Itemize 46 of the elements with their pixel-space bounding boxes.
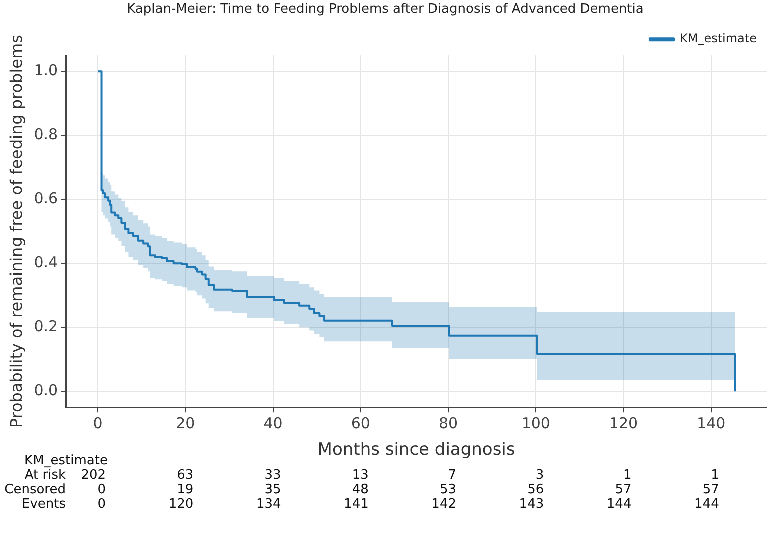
text: 144 <box>606 496 632 512</box>
x-tick-label: 100 <box>522 414 550 432</box>
text: 53 <box>440 482 457 498</box>
x-tick-label: 80 <box>438 414 458 432</box>
text: Censored <box>4 482 66 498</box>
text: 0 <box>98 496 106 512</box>
text: 63 <box>177 468 194 483</box>
text: 141 <box>344 496 369 512</box>
y-tick-label: 0.2 <box>34 317 58 336</box>
y-tick-label: 0.4 <box>34 253 58 272</box>
x-tick-label: 60 <box>351 414 370 432</box>
text: 13 <box>352 468 369 483</box>
x-tick-label: 0 <box>93 414 103 432</box>
text: 120 <box>168 496 194 512</box>
text: Events <box>22 496 66 512</box>
text: 1 <box>711 468 720 483</box>
x-tick-label: 140 <box>697 414 726 432</box>
text: 57 <box>702 482 720 498</box>
text: 1 <box>623 468 632 483</box>
text: 19 <box>177 482 194 498</box>
text: 134 <box>256 496 282 512</box>
text: 56 <box>528 482 544 498</box>
text: 3 <box>536 468 544 483</box>
x-tick-label: 120 <box>609 414 638 432</box>
text: 7 <box>448 468 457 483</box>
text: 144 <box>694 496 720 512</box>
text: 57 <box>615 482 632 498</box>
chart-title: Kaplan-Meier: Time to Feeding Problems after Diagnosis of Advanced Dementia <box>127 2 644 18</box>
text: 48 <box>352 482 369 498</box>
x-tick-label: 40 <box>264 414 283 432</box>
text: 0 <box>98 482 106 498</box>
text: 35 <box>264 482 282 498</box>
text: 143 <box>519 496 544 512</box>
y-tick-label: 0.8 <box>34 125 58 144</box>
y-tick-label: 1.0 <box>34 61 58 80</box>
text: 142 <box>432 496 457 512</box>
legend-label: KM_estimate <box>680 32 758 46</box>
x-axis-title: Months since diagnosis <box>318 440 516 460</box>
x-tick-label: 20 <box>176 414 196 432</box>
text: 33 <box>264 468 282 483</box>
y-axis-title: Probability of remaining free of feeding problems <box>6 35 26 428</box>
y-tick-label: 0.0 <box>34 381 58 400</box>
text: 202 <box>81 468 106 483</box>
y-tick-label: 0.6 <box>34 189 58 208</box>
text: KM_estimate <box>24 453 108 468</box>
text: At risk <box>24 468 66 483</box>
